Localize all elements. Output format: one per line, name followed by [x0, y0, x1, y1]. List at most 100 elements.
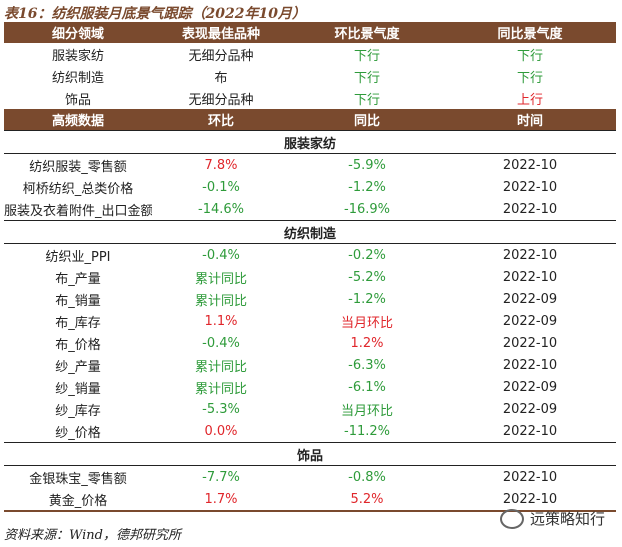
item-cell: 布_库存 — [55, 315, 101, 331]
yoy-sentiment-cell: 下行 — [516, 48, 543, 64]
watermark-text: 远策略知行 — [530, 510, 606, 528]
mom-cell: -0.4% — [202, 247, 240, 263]
header-time: 时间 — [444, 109, 616, 131]
section-title: 服装家纺 — [4, 130, 616, 154]
item-cell: 黄金_价格 — [4, 488, 152, 512]
wechat-icon — [500, 508, 524, 529]
mom-sentiment-cell: 下行 — [353, 92, 380, 108]
time-cell: 2022-10 — [502, 157, 558, 173]
best-item-cell: 布 — [214, 70, 228, 86]
header-best: 表现最佳品种 — [152, 22, 290, 43]
table-row: 纱_价格 0.0% -11.2% 2022-10 — [4, 420, 616, 443]
time-cell: 2022-10 — [502, 269, 558, 285]
yoy-cell: -5.2% — [348, 269, 386, 285]
yoy-cell: 5.2% — [290, 488, 444, 512]
table-row: 纱_库存 -5.3% 当月环比 2022-09 — [4, 398, 616, 420]
yoy-sentiment-cell: 下行 — [516, 70, 543, 86]
table-row: 服装及衣着附件_出口金额 -14.6% -16.9% 2022-10 — [4, 198, 616, 221]
yoy-cell: -1.2% — [348, 179, 386, 195]
table-row: 纺织业_PPI -0.4% -0.2% 2022-10 — [4, 244, 616, 267]
data-table: 细分领域 表现最佳品种 环比景气度 同比景气度 服装家纺 无细分品种 下行 下行 纺织制… — [4, 22, 616, 512]
table-title: 表16：纺织服装月底景气跟踪（2022年10月） — [4, 6, 306, 22]
table-row: 纱_产量 累计同比 -6.3% 2022-10 — [4, 354, 616, 376]
header-yoy: 同比 — [290, 109, 444, 131]
yoy-cell: -6.3% — [348, 357, 386, 373]
sector-cell: 服装家纺 — [51, 48, 104, 64]
section-row: 饰品 — [4, 442, 616, 466]
mom-cell: 0.0% — [204, 423, 238, 439]
mom-cell: 7.8% — [204, 157, 238, 173]
table-row: 布_价格 -0.4% 1.2% 2022-10 — [4, 332, 616, 354]
table-row: 布_销量 累计同比 -1.2% 2022-09 — [4, 288, 616, 310]
table-row: 布_库存 1.1% 当月环比 2022-09 — [4, 310, 616, 332]
time-cell: 2022-09 — [502, 379, 558, 395]
header-hf-data: 高频数据 — [4, 109, 152, 131]
table-row: 金银珠宝_零售额 -7.7% -0.8% 2022-10 — [4, 466, 616, 489]
item-cell: 纺织业_PPI — [45, 249, 111, 265]
yoy-cell: -1.2% — [348, 291, 386, 307]
watermark: 远策略知行 — [500, 508, 605, 529]
yoy-cell: 当月环比 — [340, 403, 393, 419]
table-row: 黄金_价格 1.7% 5.2% 2022-10 — [4, 488, 616, 512]
sector-cell: 纺织制造 — [51, 70, 104, 86]
time-cell: 2022-10 — [502, 179, 558, 195]
sentiment-row: 服装家纺 无细分品种 下行 下行 — [4, 43, 616, 65]
time-cell: 2022-10 — [444, 488, 616, 512]
header-mom-sentiment: 环比景气度 — [290, 22, 444, 43]
yoy-cell: -0.2% — [348, 247, 386, 263]
top-header-row: 细分领域 表现最佳品种 环比景气度 同比景气度 — [4, 22, 616, 43]
sector-cell: 饰品 — [64, 92, 91, 108]
table-row: 纺织服装_零售额 7.8% -5.9% 2022-10 — [4, 154, 616, 177]
mom-cell: 1.7% — [152, 488, 290, 512]
sentiment-row: 饰品 无细分品种 下行 上行 — [4, 87, 616, 109]
time-cell: 2022-10 — [502, 335, 558, 351]
header-mom: 环比 — [152, 109, 290, 131]
yoy-cell: -0.8% — [348, 469, 386, 485]
time-cell: 2022-10 — [502, 201, 558, 217]
time-cell: 2022-09 — [502, 291, 558, 307]
mom-sentiment-cell: 下行 — [353, 48, 380, 64]
mom-cell: 累计同比 — [194, 293, 247, 309]
item-cell: 纺织服装_零售额 — [29, 159, 127, 175]
item-cell: 布_产量 — [55, 271, 101, 287]
section-row: 服装家纺 — [4, 130, 616, 154]
section-title: 纺织制造 — [4, 220, 616, 244]
item-cell: 纱_价格 — [55, 425, 101, 441]
section-row: 纺织制造 — [4, 220, 616, 244]
mom-cell: -14.6% — [198, 201, 244, 217]
hf-header-row: 高频数据 环比 同比 时间 — [4, 109, 616, 131]
yoy-cell: 当月环比 — [340, 315, 393, 331]
item-cell: 纱_产量 — [55, 359, 101, 375]
table-row: 布_产量 累计同比 -5.2% 2022-10 — [4, 266, 616, 288]
yoy-cell: -11.2% — [344, 423, 390, 439]
yoy-cell: -16.9% — [344, 201, 390, 217]
yoy-cell: 1.2% — [350, 335, 384, 351]
time-cell: 2022-10 — [502, 469, 558, 485]
item-cell: 纱_销量 — [55, 381, 101, 397]
time-cell: 2022-10 — [502, 247, 558, 263]
mom-cell: -0.4% — [202, 335, 240, 351]
mom-cell: 累计同比 — [194, 381, 247, 397]
mom-cell: -7.7% — [202, 469, 240, 485]
header-yoy-sentiment: 同比景气度 — [444, 22, 616, 43]
item-cell: 纱_库存 — [55, 403, 101, 419]
yoy-sentiment-cell: 上行 — [516, 92, 543, 108]
sentiment-row: 纺织制造 布 下行 下行 — [4, 65, 616, 87]
time-cell: 2022-09 — [502, 401, 558, 417]
time-cell: 2022-10 — [502, 357, 558, 373]
table-row: 柯桥纺织_总类价格 -0.1% -1.2% 2022-10 — [4, 176, 616, 198]
yoy-cell: -6.1% — [348, 379, 386, 395]
mom-sentiment-cell: 下行 — [353, 70, 380, 86]
section-title: 饰品 — [4, 442, 616, 466]
best-item-cell: 无细分品种 — [188, 48, 254, 64]
source-note: 资料来源：Wind，德邦研究所 — [4, 528, 181, 543]
item-cell: 柯桥纺织_总类价格 — [22, 181, 134, 197]
mom-cell: 累计同比 — [194, 271, 247, 287]
header-sector: 细分领域 — [4, 22, 152, 43]
yoy-cell: -5.9% — [348, 157, 386, 173]
mom-cell: 累计同比 — [194, 359, 247, 375]
time-cell: 2022-10 — [502, 423, 558, 439]
item-cell: 金银珠宝_零售额 — [29, 471, 127, 487]
mom-cell: 1.1% — [204, 313, 238, 329]
best-item-cell: 无细分品种 — [188, 92, 254, 108]
